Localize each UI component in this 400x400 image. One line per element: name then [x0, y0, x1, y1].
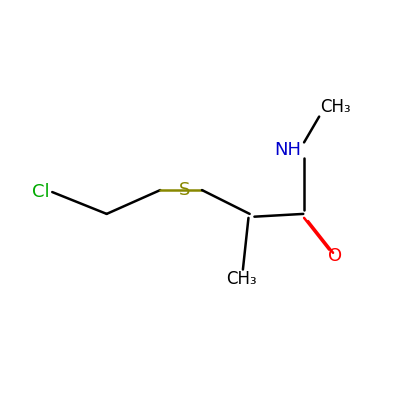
Text: CH₃: CH₃ — [320, 98, 350, 116]
Text: Cl: Cl — [32, 183, 50, 201]
Text: O: O — [328, 247, 342, 265]
Text: NH: NH — [274, 141, 301, 159]
Text: S: S — [178, 181, 190, 199]
Text: CH₃: CH₃ — [226, 270, 257, 288]
